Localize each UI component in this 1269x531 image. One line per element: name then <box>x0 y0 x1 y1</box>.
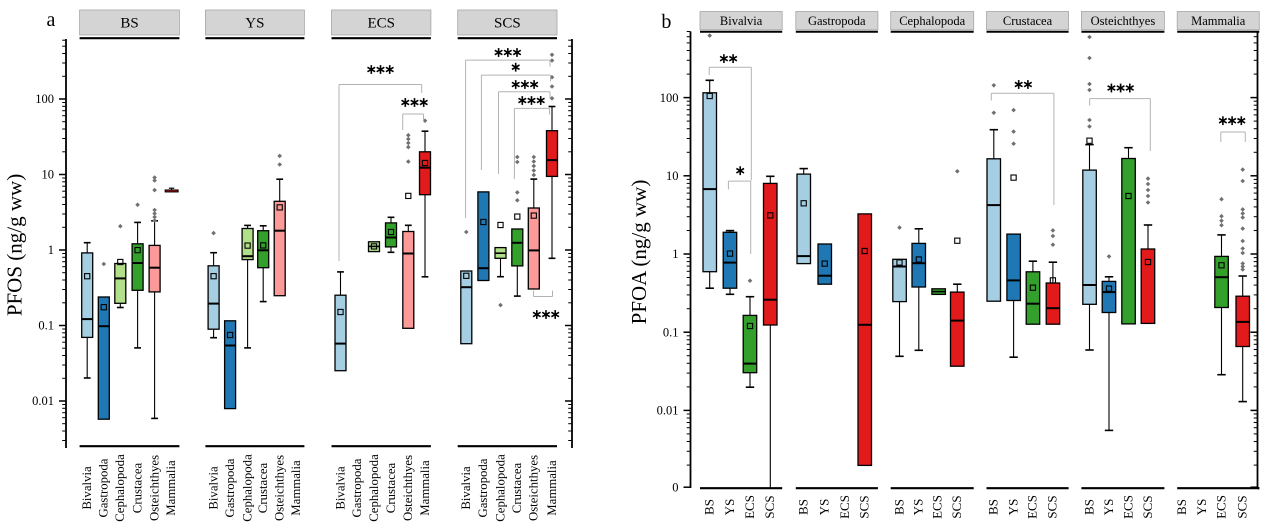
svg-text:PFOS (ng/g ww): PFOS (ng/g ww) <box>3 174 27 316</box>
svg-text:Gastropoda: Gastropoda <box>223 458 237 517</box>
svg-text:0.1: 0.1 <box>38 319 54 333</box>
svg-text:0.1: 0.1 <box>663 325 679 339</box>
svg-text:SCS: SCS <box>1045 495 1060 518</box>
svg-text:ECS: ECS <box>1213 495 1228 519</box>
svg-text:Mammalia: Mammalia <box>1191 14 1246 28</box>
svg-text:SCS: SCS <box>1140 495 1155 518</box>
svg-text:ECS: ECS <box>367 16 395 32</box>
svg-text:ECS: ECS <box>1025 495 1040 519</box>
svg-text:Mammalia: Mammalia <box>545 460 559 516</box>
svg-text:Gastropoda: Gastropoda <box>97 458 111 517</box>
svg-text:YS: YS <box>911 499 926 516</box>
svg-text:Bivalvia: Bivalvia <box>720 14 763 28</box>
svg-text:Bivalvia: Bivalvia <box>459 466 473 510</box>
svg-text:SCS: SCS <box>762 495 777 518</box>
svg-text:Crustacea: Crustacea <box>384 462 398 513</box>
svg-text:Cephalopoda: Cephalopoda <box>240 454 254 522</box>
svg-text:Bivalvia: Bivalvia <box>206 466 220 510</box>
svg-text:YS: YS <box>817 499 832 516</box>
svg-text:Cephalopoda: Cephalopoda <box>367 454 381 522</box>
svg-text:BS: BS <box>1174 499 1189 515</box>
svg-text:Cephalopoda: Cephalopoda <box>493 454 507 522</box>
svg-text:BS: BS <box>891 499 906 515</box>
svg-text:Mammalia: Mammalia <box>418 460 432 516</box>
svg-text:ECS: ECS <box>1120 495 1135 519</box>
svg-text:SCS: SCS <box>949 495 964 518</box>
svg-text:0.01: 0.01 <box>657 404 679 418</box>
svg-text:BS: BS <box>986 499 1001 515</box>
svg-text:Crustacea: Crustacea <box>256 462 270 513</box>
svg-text:BS: BS <box>702 499 717 515</box>
svg-text:Mammalia: Mammalia <box>164 460 178 516</box>
svg-text:a: a <box>47 9 56 31</box>
svg-text:Gastropoda: Gastropoda <box>350 458 364 517</box>
svg-text:Cephalopoda: Cephalopoda <box>899 14 965 28</box>
svg-text:Gastropoda: Gastropoda <box>476 458 490 517</box>
svg-text:Bivalvia: Bivalvia <box>333 466 347 510</box>
svg-text:Osteichthyes: Osteichthyes <box>147 455 161 521</box>
svg-text:Gastropoda: Gastropoda <box>808 14 866 28</box>
svg-text:Osteichthyes: Osteichthyes <box>1091 14 1156 28</box>
svg-text:Osteichthyes: Osteichthyes <box>401 455 415 521</box>
svg-text:1: 1 <box>48 243 54 257</box>
svg-text:0: 0 <box>672 480 678 494</box>
svg-text:SCS: SCS <box>1235 495 1250 518</box>
svg-text:100: 100 <box>35 92 54 106</box>
svg-text:b: b <box>661 11 671 33</box>
svg-text:0.01: 0.01 <box>32 394 54 408</box>
svg-text:100: 100 <box>660 91 679 105</box>
svg-text:10: 10 <box>666 169 679 183</box>
svg-text:SCS: SCS <box>494 16 521 32</box>
svg-text:PFOA (ng/g ww): PFOA (ng/g ww) <box>627 180 651 325</box>
svg-text:Osteichthyes: Osteichthyes <box>527 455 541 521</box>
svg-text:BS: BS <box>796 499 811 515</box>
svg-text:10: 10 <box>42 168 55 182</box>
svg-text:Cephalopoda: Cephalopoda <box>113 454 127 522</box>
svg-text:1: 1 <box>672 247 678 261</box>
svg-text:ECS: ECS <box>837 495 852 519</box>
svg-text:Bivalvia: Bivalvia <box>80 466 94 510</box>
svg-text:Crustacea: Crustacea <box>510 462 524 513</box>
svg-text:Mammalia: Mammalia <box>289 460 303 516</box>
svg-text:Osteichthyes: Osteichthyes <box>273 455 287 521</box>
svg-text:YS: YS <box>1101 499 1116 516</box>
svg-text:ECS: ECS <box>930 495 945 519</box>
svg-text:ECS: ECS <box>742 495 757 519</box>
svg-text:YS: YS <box>245 16 264 32</box>
svg-text:YS: YS <box>1005 499 1020 516</box>
svg-text:BS: BS <box>120 16 138 32</box>
svg-text:SCS: SCS <box>857 495 872 518</box>
svg-text:Crustacea: Crustacea <box>130 462 144 513</box>
svg-text:Crustacea: Crustacea <box>1003 14 1053 28</box>
svg-text:YS: YS <box>722 499 737 516</box>
svg-text:YS: YS <box>1194 499 1209 516</box>
svg-text:BS: BS <box>1081 499 1096 515</box>
